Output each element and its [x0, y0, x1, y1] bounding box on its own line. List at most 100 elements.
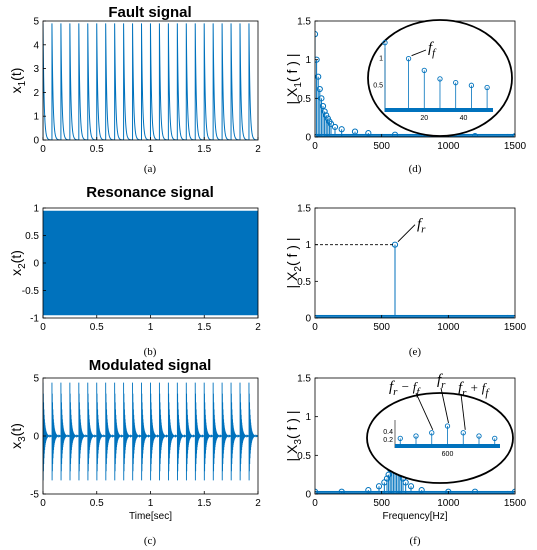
y-tick-label: 1: [305, 412, 311, 423]
y-axis-label-sub: 3: [293, 439, 304, 445]
inset-stem-marker: [421, 67, 427, 74]
inset-y-tick-label: 0.5: [373, 82, 383, 89]
inset-stem-marker: [453, 80, 459, 86]
panel-label: (f): [410, 535, 421, 547]
inset-ellipse: [366, 392, 514, 484]
axes-box: [314, 377, 516, 495]
impulse-decay-line: [60, 23, 70, 140]
resonance-oscillation-band: [43, 210, 258, 316]
stem-marker: [445, 488, 452, 494]
inset-y-tick-label: 0.2: [383, 437, 393, 444]
stem-marker: [365, 130, 372, 137]
y-tick-label: 3: [33, 64, 39, 75]
impulse-decay-line: [176, 23, 187, 140]
stem-marker: [471, 132, 479, 137]
inset-annotation: fr + ff: [458, 380, 490, 399]
modulated-burst-line: [239, 382, 250, 481]
modulated-burst-line: [203, 382, 214, 481]
modulated-burst-line: [230, 382, 241, 481]
impulse-decay-line: [203, 23, 214, 140]
modulated-burst-line: [221, 382, 232, 481]
y-axis-label-main: x: [8, 269, 24, 276]
y-axis-label: x3(t): [8, 423, 28, 449]
impulse-decay-line: [43, 23, 52, 140]
modulated-burst-line: [105, 382, 115, 481]
stem-marker: [471, 488, 479, 494]
inset-annotation: fr − ff: [389, 379, 421, 398]
y-axis-label: | X1( f ) |: [284, 54, 304, 105]
annotation-arrow: [411, 49, 427, 57]
modulated-burst-line: [69, 382, 80, 481]
y-axis-label-tail: ( f ) |: [284, 411, 300, 440]
y-tick-label: 1: [33, 204, 39, 215]
impulse-decay-line: [132, 23, 142, 140]
modulated-burst-line: [185, 382, 196, 481]
y-tick-label: 0.5: [297, 94, 311, 105]
stem-marker: [402, 479, 409, 486]
modulated-burst-line: [194, 382, 205, 481]
x-tick-label: 0.5: [90, 498, 104, 509]
annotation-sub: r: [421, 224, 426, 236]
y-tick-label: 1: [33, 112, 39, 123]
annotation-arrow: [440, 387, 449, 424]
impulse-decay-line: [158, 23, 169, 140]
inset-stem-marker: [413, 433, 419, 439]
impulse-decay-line: [185, 23, 196, 140]
y-axis-label-main: | X: [284, 444, 300, 462]
x-tick-label: 1500: [504, 141, 527, 152]
x-tick-label: 2: [255, 498, 261, 509]
stem-marker: [391, 131, 399, 137]
modulated-burst-line: [150, 382, 160, 481]
inset-stem-marker: [444, 423, 451, 429]
inset-stem-marker: [397, 435, 403, 442]
y-axis-label-sub: 2: [17, 263, 28, 269]
y-axis-label-tail: ( f ) |: [284, 54, 300, 83]
y-tick-label: 0.5: [297, 277, 311, 288]
modulated-burst-line: [167, 382, 178, 481]
inset-y-tick-label: 1: [379, 56, 383, 63]
y-axis-label-sub: 2: [293, 266, 304, 272]
y-tick-label: 1.5: [297, 204, 311, 215]
y-tick-label: 0.5: [297, 451, 311, 462]
impulse-decay-line: [87, 23, 97, 140]
y-tick-label: 0.5: [25, 231, 39, 242]
x-tick-label: 1000: [437, 141, 460, 152]
modulated-burst-line: [123, 382, 133, 481]
impulse-decay-line: [248, 23, 258, 140]
modulated-burst-line: [43, 382, 53, 481]
x-axis-label: Time[sec]: [129, 511, 172, 522]
panel-label: (a): [144, 163, 157, 175]
x-tick-label: 1: [148, 322, 154, 333]
y-axis-label-main: | X: [284, 271, 300, 289]
y-axis-label: x1(t): [8, 68, 28, 94]
modulated-burst-line: [87, 382, 97, 481]
impulse-decay-line: [221, 23, 232, 140]
y-tick-label: 1: [305, 55, 311, 66]
x-axis-label: Frequency[Hz]: [382, 511, 447, 522]
y-tick-label: 0: [33, 432, 39, 443]
chart-title: Modulated signal: [89, 357, 212, 374]
x-tick-label: 0: [312, 141, 318, 152]
y-tick-label: 0: [33, 259, 39, 270]
annotation-main: f: [417, 217, 423, 233]
stem-marker: [315, 31, 319, 38]
inset-x-tick-label: 600: [442, 451, 454, 458]
y-tick-label: 5: [33, 17, 39, 28]
y-axis-label-tail: ( f ) |: [284, 238, 300, 267]
annotation-tail: + f: [466, 380, 487, 395]
annotation-sub: r: [462, 387, 467, 399]
modulated-burst-line: [51, 382, 62, 481]
y-tick-label: 2: [33, 88, 39, 99]
modulated-burst-line: [212, 382, 223, 481]
y-axis-label-main: x: [8, 442, 24, 449]
stem-marker: [338, 488, 345, 494]
plot-area: [43, 210, 258, 316]
impulse-decay-line: [114, 23, 124, 140]
x-tick-label: 500: [373, 498, 390, 509]
x-tick-label: 500: [373, 322, 390, 333]
plot-area: [315, 241, 515, 318]
impulse-decay-line: [194, 23, 205, 140]
impulse-decay-line: [78, 23, 88, 140]
stem-marker: [407, 483, 415, 490]
